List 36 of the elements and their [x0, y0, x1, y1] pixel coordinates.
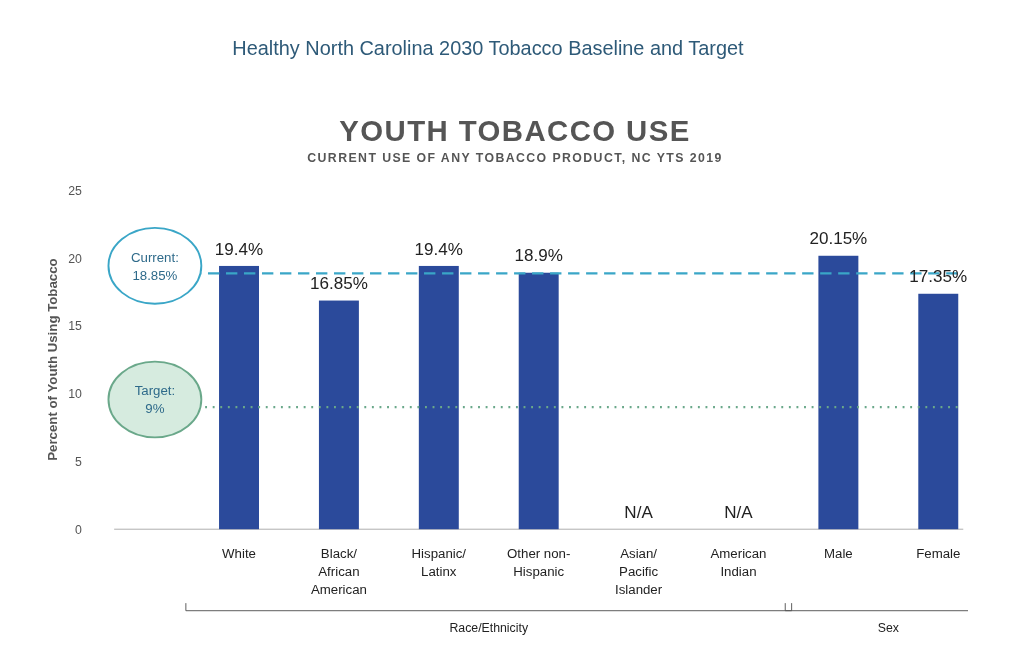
- data-label: 18.9%: [514, 246, 563, 266]
- y-axis-title: Percent of Youth Using Tobacco: [45, 258, 61, 461]
- text: CURRENT USE OF ANY TOBACCO PRODUCT, NC YTS 2019: [307, 151, 723, 166]
- bar: [318, 300, 359, 530]
- x-tick-label: Asian/ Pacific Islander: [615, 545, 663, 597]
- chart-title: Healthy North Carolina 2030 Tobacco Baseline and Target: [232, 37, 745, 60]
- x-tick-label: White: [222, 545, 256, 561]
- x-tick-label: Black/ African American: [310, 545, 367, 597]
- bar: [219, 265, 259, 530]
- text: N/A: [724, 502, 753, 522]
- data-label: 19.4%: [214, 239, 264, 259]
- data-label: 16.85%: [310, 274, 368, 294]
- ref-line-label: Current: 18.85%: [130, 249, 179, 283]
- text: N/A: [624, 502, 653, 522]
- bar: [818, 255, 859, 530]
- y-tick-label: 20: [68, 251, 83, 266]
- x-tick-label: Other non- Hispanic: [507, 545, 571, 579]
- text: Sex: [877, 621, 900, 636]
- bar: [518, 272, 559, 530]
- x-tick-label: American Indian: [710, 545, 767, 579]
- y-tick-label: 15: [68, 319, 83, 334]
- x-tick-label: Male: [824, 545, 853, 561]
- bar: [918, 293, 959, 530]
- y-tick-label: 25: [68, 183, 83, 198]
- data-label: 20.15%: [809, 229, 868, 249]
- data-label: 17.35%: [909, 267, 968, 287]
- x-tick-label: Hispanic/ Latinx: [411, 545, 467, 579]
- data-label: 19.4%: [414, 239, 463, 259]
- bar: [418, 265, 459, 530]
- x-tick-label: Female: [916, 545, 961, 561]
- y-tick-label: 10: [68, 387, 83, 402]
- text: Race/Ethnicity: [449, 621, 529, 636]
- ref-line-label: Target: 9%: [134, 383, 176, 417]
- y-tick-label: 0: [75, 522, 83, 537]
- y-tick-label: 5: [75, 455, 83, 470]
- chart-subtitle: YOUTH TOBACCO USE: [339, 113, 691, 147]
